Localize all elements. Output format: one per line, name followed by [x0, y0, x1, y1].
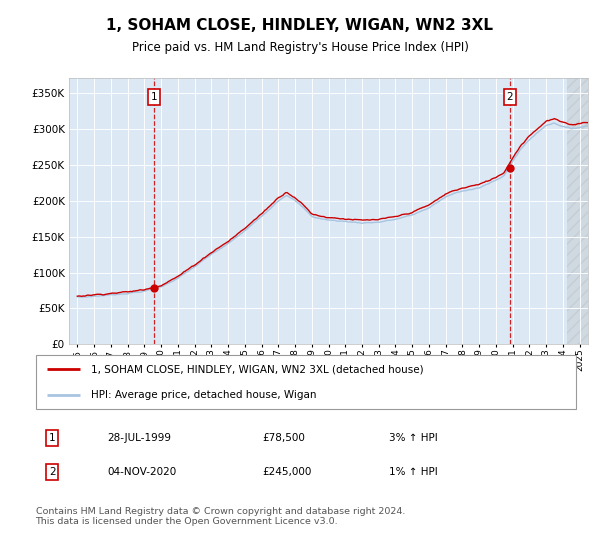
Bar [567, 78, 588, 344]
Text: 1: 1 [151, 92, 157, 102]
Text: 2: 2 [49, 466, 55, 477]
Text: 1, SOHAM CLOSE, HINDLEY, WIGAN, WN2 3XL (detached house): 1, SOHAM CLOSE, HINDLEY, WIGAN, WN2 3XL … [91, 364, 424, 374]
Text: Contains HM Land Registry data © Crown copyright and database right 2024.
This d: Contains HM Land Registry data © Crown c… [35, 507, 405, 526]
Text: Price paid vs. HM Land Registry's House Price Index (HPI): Price paid vs. HM Land Registry's House … [131, 41, 469, 54]
Text: 2: 2 [506, 92, 513, 102]
Text: 04-NOV-2020: 04-NOV-2020 [107, 466, 176, 477]
Text: 28-JUL-1999: 28-JUL-1999 [107, 433, 171, 444]
Bar [567, 78, 588, 344]
Text: HPI: Average price, detached house, Wigan: HPI: Average price, detached house, Wiga… [91, 390, 316, 400]
Text: 1, SOHAM CLOSE, HINDLEY, WIGAN, WN2 3XL: 1, SOHAM CLOSE, HINDLEY, WIGAN, WN2 3XL [107, 18, 493, 32]
FancyBboxPatch shape [35, 355, 577, 409]
Text: £245,000: £245,000 [262, 466, 311, 477]
Text: 3% ↑ HPI: 3% ↑ HPI [389, 433, 437, 444]
Text: 1: 1 [49, 433, 55, 444]
Text: 1% ↑ HPI: 1% ↑ HPI [389, 466, 437, 477]
Text: £78,500: £78,500 [262, 433, 305, 444]
